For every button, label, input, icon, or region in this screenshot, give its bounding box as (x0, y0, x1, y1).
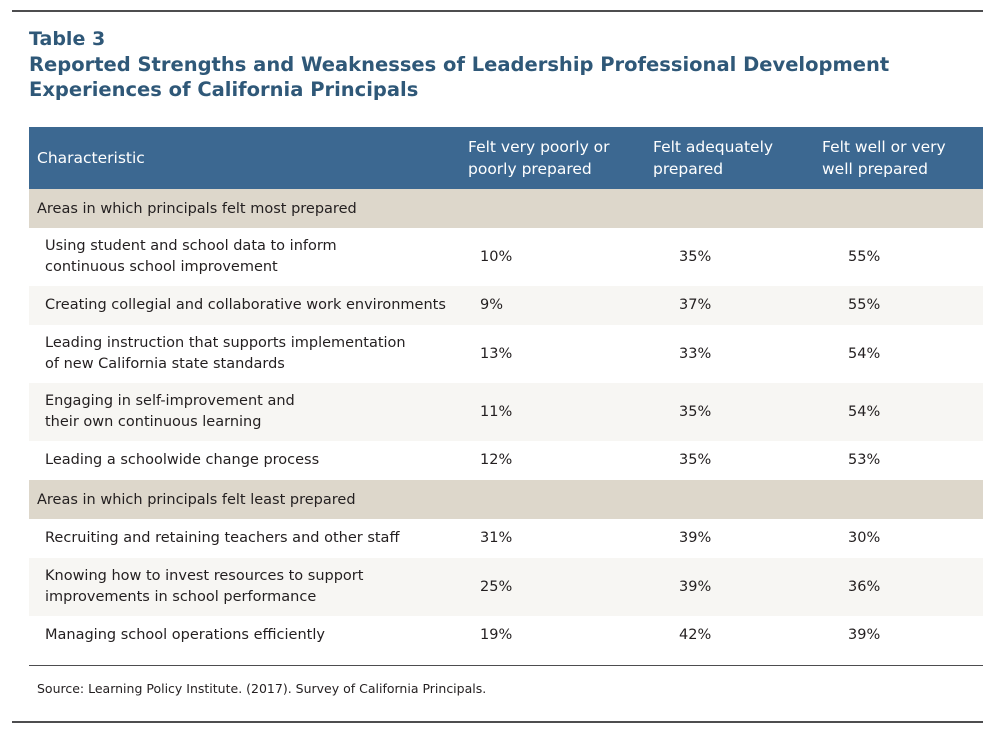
poorly-prepared-value: 13% (480, 345, 513, 362)
table-row: Managing school operations efficiently 19… (29, 616, 983, 655)
well-prepared-value: 54% (848, 403, 881, 420)
well-prepared-value: 55% (848, 297, 881, 313)
table-row: Knowing how to invest resources to suppo… (29, 558, 983, 616)
characteristic-line: Using student and school data to inform (45, 238, 337, 254)
table-row: Leading instruction that supports implem… (29, 325, 983, 383)
header-adequately-prepared: Felt adequately prepared (653, 138, 774, 178)
poorly-prepared-value: 25% (480, 578, 513, 595)
poorly-prepared-value: 10% (480, 248, 513, 265)
well-prepared-value: 30% (848, 530, 881, 546)
table-number: Table 3 (29, 28, 106, 50)
characteristic-line: Managing school operations efficiently (45, 627, 325, 643)
header-characteristic: Characteristic (37, 149, 145, 167)
adequately-prepared-value: 35% (679, 403, 712, 420)
characteristic-cell: Knowing how to invest resources to suppo… (29, 558, 460, 616)
table-header: Characteristic Felt very poorly or poorl… (29, 127, 983, 189)
source-note: Source: Learning Policy Institute. (2017… (37, 681, 487, 696)
well-prepared-value: 53% (848, 452, 881, 468)
adequately-prepared-value: 42% (679, 627, 712, 643)
data-table-wrapper: Characteristic Felt very poorly or poorl… (29, 127, 983, 655)
well-prepared-value: 36% (848, 578, 881, 595)
characteristic-cell: Using student and school data to inform c… (29, 228, 460, 286)
table-title: Reported Strengths and Weaknesses of Lea… (29, 53, 890, 101)
table-row: Engaging in self-improvement and their ow… (29, 383, 983, 441)
characteristic-line: Recruiting and retaining teachers and ot… (45, 530, 400, 546)
header-row: Characteristic Felt very poorly or poorl… (29, 127, 983, 189)
characteristic-cell: Leading instruction that supports implem… (29, 325, 460, 383)
characteristic-cell: Creating collegial and collaborative wor… (29, 286, 460, 325)
poorly-prepared-value: 9% (480, 297, 504, 313)
section-row: Areas in which principals felt least pre… (29, 480, 983, 519)
table-row: Leading a schoolwide change process 12% 35… (29, 441, 983, 480)
characteristic-line: Leading a schoolwide change process (45, 452, 320, 468)
characteristic-cell: Recruiting and retaining teachers and ot… (29, 519, 460, 558)
characteristic-cell: Engaging in self-improvement and their ow… (29, 383, 460, 441)
table-bottom-rule (29, 665, 983, 666)
title-block: Table 3 Reported Strengths and Weaknesse… (29, 27, 969, 102)
section-label: Areas in which principals felt most prep… (37, 200, 357, 217)
characteristic-line: Creating collegial and collaborative wor… (45, 297, 446, 313)
characteristic-line: Knowing how to invest resources to suppo… (45, 568, 364, 584)
well-prepared-value: 55% (848, 248, 881, 265)
well-prepared-value: 39% (848, 627, 881, 643)
well-prepared-value: 54% (848, 345, 881, 362)
section-label: Areas in which principals felt least pre… (37, 491, 356, 508)
section-row: Areas in which principals felt most prep… (29, 189, 983, 228)
characteristic-cell: Leading a schoolwide change process (29, 441, 460, 480)
adequately-prepared-value: 39% (679, 530, 712, 546)
adequately-prepared-value: 39% (679, 578, 712, 595)
header-well-prepared: Felt well or very well prepared (822, 138, 946, 178)
adequately-prepared-value: 35% (679, 452, 712, 468)
table-row: Using student and school data to inform c… (29, 228, 983, 286)
characteristic-cell: Managing school operations efficiently (29, 616, 460, 655)
characteristic-line: continuous school improvement (45, 259, 278, 275)
characteristic-line: their own continuous learning (45, 414, 262, 430)
table-row: Creating collegial and collaborative wor… (29, 286, 983, 325)
data-table: Characteristic Felt very poorly or poorl… (29, 127, 983, 655)
characteristic-line: Engaging in self-improvement and (45, 393, 295, 409)
characteristic-line: improvements in school performance (45, 589, 317, 605)
bottom-rule (12, 721, 983, 723)
poorly-prepared-value: 11% (480, 403, 513, 420)
poorly-prepared-value: 31% (480, 530, 513, 546)
poorly-prepared-value: 12% (480, 452, 513, 468)
adequately-prepared-value: 35% (679, 248, 712, 265)
table-body: Areas in which principals felt most prep… (29, 189, 983, 655)
adequately-prepared-value: 37% (679, 297, 712, 313)
characteristic-line: Leading instruction that supports implem… (45, 335, 406, 351)
top-rule (12, 10, 983, 12)
header-poorly-prepared: Felt very poorly or poorly prepared (468, 138, 610, 178)
characteristic-line: of new California state standards (45, 356, 285, 372)
adequately-prepared-value: 33% (679, 345, 712, 362)
table-row: Recruiting and retaining teachers and ot… (29, 519, 983, 558)
poorly-prepared-value: 19% (480, 627, 513, 643)
